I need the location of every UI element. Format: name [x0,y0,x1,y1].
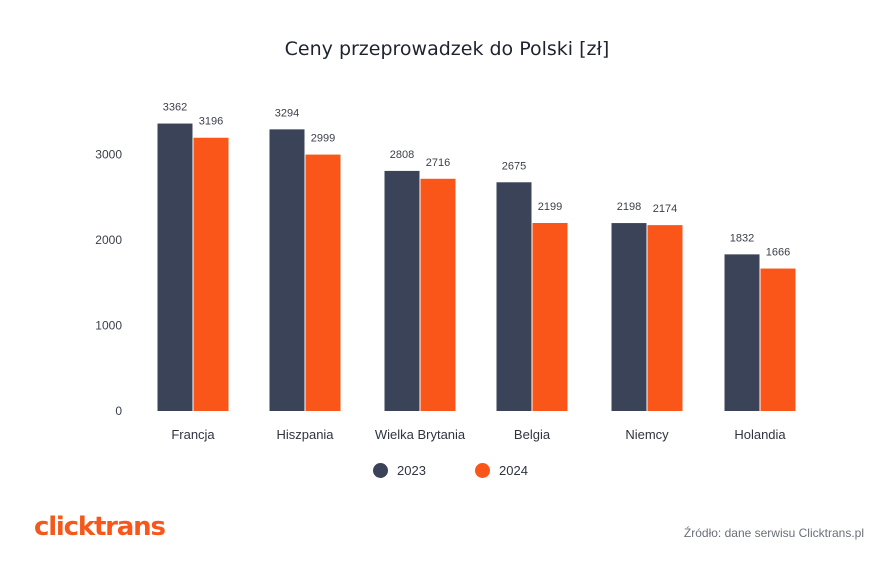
bar-value-label: 2999 [311,133,335,145]
bar-2024-niemcy[interactable] [647,225,683,411]
y-tick-label: 3000 [95,148,122,162]
clicktrans-logo[interactable]: clicktrans [34,512,166,542]
bar-2023-francja[interactable] [157,123,193,411]
x-tick-label: Niemcy [625,427,669,442]
bar-value-label: 3294 [275,107,299,119]
x-tick-label: Holandia [734,427,786,442]
bar-2024-belgia[interactable] [532,222,568,411]
legend-label-2024: 2024 [499,463,528,478]
legend-marker-2023 [373,463,388,478]
bar-value-label: 2716 [426,157,450,169]
bar-2023-belgia[interactable] [496,182,532,411]
bar-value-label: 2198 [617,201,641,213]
legend: 2023 2024 [0,463,894,487]
bar-2024-hiszpania[interactable] [305,154,341,411]
legend-item-2024[interactable]: 2024 [475,463,528,478]
x-tick-label: Hiszpania [276,427,334,442]
logo-text-click: click [34,512,95,542]
x-tick-label: Belgia [514,427,551,442]
x-tick-label: Wielka Brytania [375,427,466,442]
bar-value-label: 3362 [163,102,187,114]
x-tick-label: Francja [171,427,215,442]
legend-label-2023: 2023 [397,463,426,478]
y-tick-label: 1000 [95,319,122,333]
bars [157,123,796,411]
bar-value-label: 3196 [199,116,223,128]
source-note: Źródło: dane serwisu Clicktrans.pl [683,526,864,540]
y-axis: 0 1000 2000 3000 [95,148,122,419]
bar-value-label: 1666 [766,247,790,259]
bar-2023-niemcy[interactable] [611,223,647,411]
bar-value-label: 2199 [538,201,562,213]
bar-2024-holandia[interactable] [760,268,796,411]
bar-2024-wielka-brytania[interactable] [420,178,456,411]
bar-2024-francja[interactable] [193,137,229,411]
chart-title: Ceny przeprowadzek do Polski [zł] [284,38,610,60]
bar-2023-wielka-brytania[interactable] [384,170,420,411]
y-tick-label: 0 [115,404,122,418]
bar-value-label: 2675 [502,160,526,172]
bar-value-labels: 3362 3196 3294 2999 2808 2716 2675 2199 2198 2174… [163,102,790,259]
legend-marker-2024 [475,463,490,478]
x-axis: Francja Hiszpania Wielka Brytania Belgia Nie… [171,427,786,442]
bar-2023-holandia[interactable] [724,254,760,411]
bar-value-label: 1832 [730,232,754,244]
bar-value-label: 2174 [653,203,677,215]
logo-text-trans: trans [93,512,166,542]
bar-value-label: 2808 [390,149,414,161]
legend-item-2023[interactable]: 2023 [373,463,426,478]
y-tick-label: 2000 [95,233,122,247]
bar-2023-hiszpania[interactable] [269,129,305,411]
